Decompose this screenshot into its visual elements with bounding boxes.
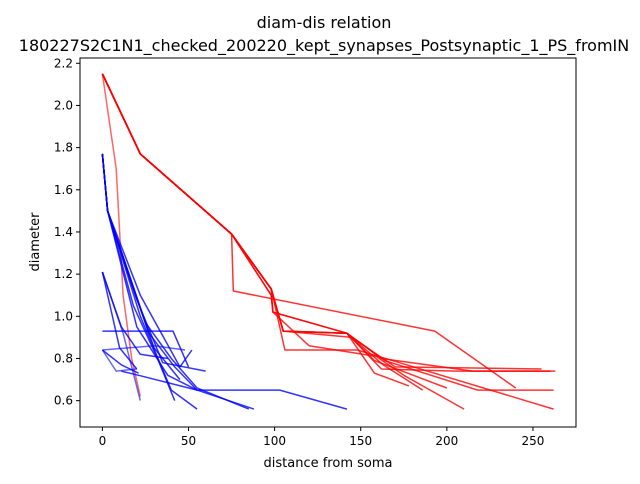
series-line-blue-13 [101, 153, 348, 410]
series-line-blue-26 [102, 345, 186, 351]
x-tick-label: 0 [99, 434, 107, 448]
series-line-blue-22 [101, 271, 142, 401]
series-line-red-7 [101, 73, 517, 389]
series-line-blue-24 [101, 349, 139, 374]
series-line-red-8 [101, 73, 554, 410]
series-line-red-10 [101, 73, 410, 387]
series-layer [101, 73, 556, 410]
series-line-red-6 [101, 73, 542, 370]
y-tick-label: 2.0 [54, 98, 73, 112]
y-tick-label: 1.6 [54, 183, 73, 197]
x-tick-layer: 0 50 100 150 200 250 [99, 427, 544, 448]
x-tick-label: 100 [263, 434, 286, 448]
series-line-red-1 [101, 73, 551, 372]
series-line-blue-25 [101, 349, 137, 372]
y-tick-label: 1.8 [54, 141, 73, 155]
series-line-red-2 [101, 73, 556, 372]
y-tick-label: 0.8 [54, 351, 73, 365]
x-tick-label: 50 [181, 434, 196, 448]
x-tick-label: 250 [521, 434, 544, 448]
y-tick-label: 1.0 [54, 309, 73, 323]
chart-subtitle: 180227S2C1N1_checked_200220_kept_synapse… [19, 36, 629, 56]
y-tick-label: 0.6 [54, 394, 73, 408]
y-tick-label: 1.2 [54, 267, 73, 281]
axes-frame [79, 57, 577, 428]
x-tick-label: 150 [349, 434, 372, 448]
y-tick-layer: 0.6 0.8 1.0 1.2 1.4 1.6 1.8 2.0 2.2 [54, 56, 80, 408]
series-line-blue-27 [121, 370, 198, 391]
series-line-blue-19 [101, 153, 206, 372]
chart-title: diam-dis relation [257, 13, 392, 32]
y-tick-label: 2.2 [54, 56, 73, 70]
y-axis-label: diameter [28, 212, 43, 272]
y-tick-label: 1.4 [54, 225, 73, 239]
x-tick-label: 200 [435, 434, 458, 448]
series-line-red-4 [101, 73, 554, 391]
x-axis-label: distance from soma [264, 456, 393, 471]
